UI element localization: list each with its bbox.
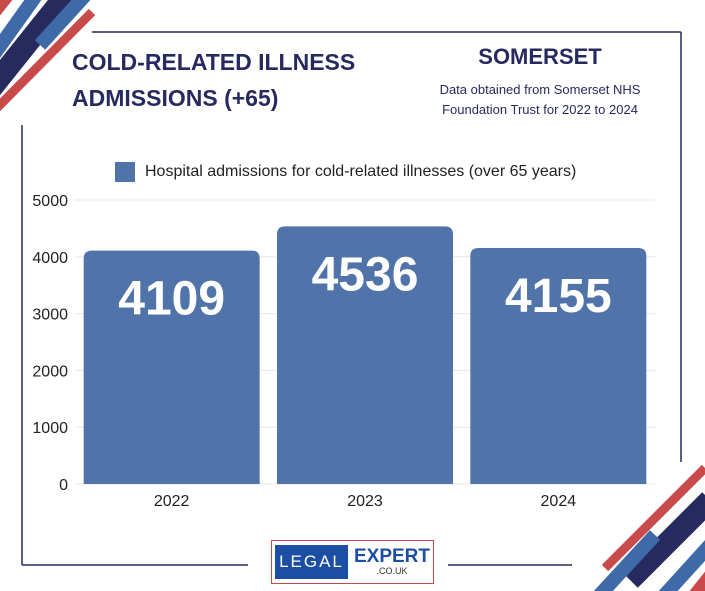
bar-2022 xyxy=(83,250,260,484)
y-tick-label: 0 xyxy=(59,477,68,494)
data-label: 4109 xyxy=(118,273,225,326)
logo-left-text: LEGAL xyxy=(275,545,348,579)
legal-expert-logo[interactable]: LEGAL EXPERT .CO.UK xyxy=(271,540,434,584)
bar-2023 xyxy=(277,226,453,484)
corner-stripes-top-left xyxy=(0,0,96,112)
bar-2024 xyxy=(470,247,647,484)
title-line-2: ADMISSIONS (+65) xyxy=(72,85,279,111)
x-tick-label: 2022 xyxy=(154,493,190,510)
legend-label: Hospital admissions for cold-related ill… xyxy=(145,163,577,180)
logo-domain: .CO.UK xyxy=(376,566,408,576)
region-name: SOMERSET xyxy=(478,44,602,69)
data-label: 4155 xyxy=(505,270,612,323)
x-tick-label: 2024 xyxy=(541,493,577,510)
logo-right: EXPERT .CO.UK xyxy=(353,546,430,576)
y-tick-label: 4000 xyxy=(32,250,68,267)
frame-lines xyxy=(21,31,682,566)
y-tick-label: 3000 xyxy=(32,307,68,324)
title-line-1: COLD-RELATED ILLNESS xyxy=(72,49,356,75)
x-tick-label: 2023 xyxy=(347,493,383,510)
legend-swatch xyxy=(115,162,135,182)
data-label: 4536 xyxy=(312,248,419,301)
source-line-1: Data obtained from Somerset NHS xyxy=(439,82,641,97)
legend: Hospital admissions for cold-related ill… xyxy=(115,162,576,182)
source-line-2: Foundation Trust for 2022 to 2024 xyxy=(442,102,638,117)
y-tick-label: 1000 xyxy=(32,420,68,437)
data-source: Data obtained from Somerset NHS Foundati… xyxy=(420,80,660,120)
chart-title: COLD-RELATED ILLNESS ADMISSIONS (+65) xyxy=(72,44,355,116)
y-tick-label: 5000 xyxy=(32,193,68,210)
y-tick-label: 2000 xyxy=(32,363,68,380)
logo-right-text: EXPERT xyxy=(353,546,430,567)
